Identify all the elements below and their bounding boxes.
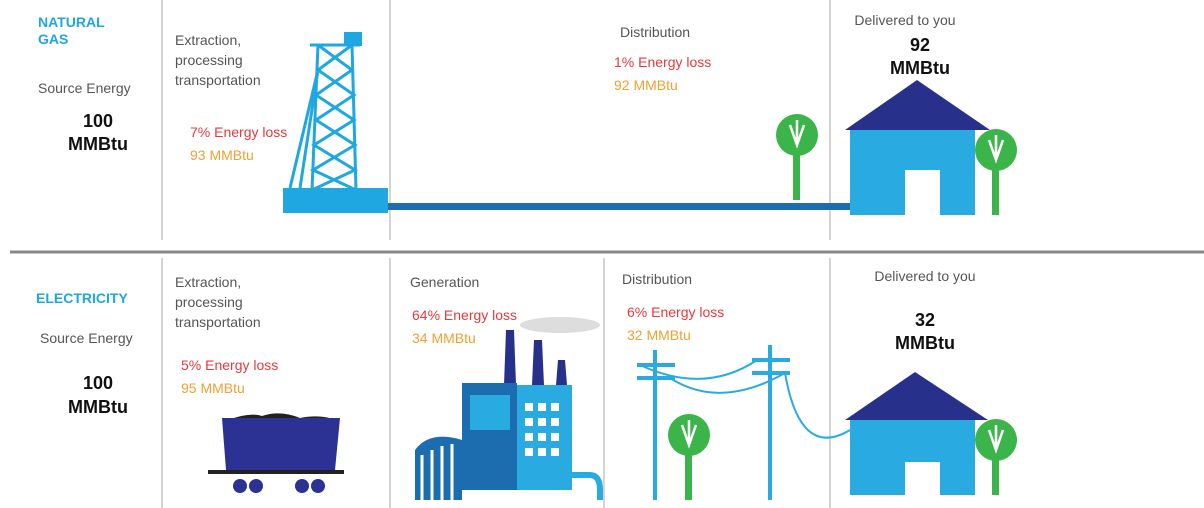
house <box>845 372 988 495</box>
infographic: NATURAL GAS Source Energy 100 MMBtu Extr… <box>0 0 1204 508</box>
tree <box>776 114 818 200</box>
energy-loss: 6% Energy loss <box>627 302 724 322</box>
delivered-amount: 92 <box>860 34 980 56</box>
source-unit: MMBtu <box>38 396 158 418</box>
source-amount: 100 <box>38 110 158 132</box>
source-label: Source Energy <box>40 328 133 348</box>
energy-loss: 5% Energy loss <box>181 355 278 375</box>
remaining: 34 MMBtu <box>412 328 476 348</box>
source-unit: MMBtu <box>38 133 158 155</box>
derrick-top <box>344 32 362 46</box>
source-label: Source Energy <box>38 78 131 98</box>
remaining: 32 MMBtu <box>627 325 691 345</box>
row-label: ELECTRICITY <box>36 290 128 307</box>
remaining: 93 MMBtu <box>190 145 254 165</box>
derrick-base <box>283 188 388 213</box>
stage-title: Extraction, processing transportation <box>175 272 285 332</box>
delivered-label: Delivered to you <box>865 266 985 286</box>
stage-title: Extraction, processing transportation <box>175 30 285 90</box>
remaining: 95 MMBtu <box>181 378 245 398</box>
delivered-amount: 32 <box>865 309 985 331</box>
row-label: NATURAL GAS <box>38 14 128 48</box>
pipeline <box>388 203 866 210</box>
house <box>845 80 990 215</box>
stage-title: Generation <box>410 272 479 292</box>
energy-loss: 7% Energy loss <box>190 122 287 142</box>
gas-derrick <box>290 45 360 190</box>
energy-loss: 64% Energy loss <box>412 305 517 325</box>
delivered-unit: MMBtu <box>865 332 985 354</box>
energy-loss: 1% Energy loss <box>614 52 711 72</box>
delivered-unit: MMBtu <box>860 57 980 79</box>
coal-cart <box>208 413 344 493</box>
remaining: 92 MMBtu <box>614 75 678 95</box>
delivered-label: Delivered to you <box>845 10 965 30</box>
stage-title: Distribution <box>622 269 692 289</box>
stage-title: Distribution <box>620 22 690 42</box>
tree <box>975 129 1017 215</box>
tree <box>668 414 710 500</box>
source-amount: 100 <box>38 372 158 394</box>
power-lines <box>637 345 850 500</box>
tree <box>975 419 1017 495</box>
